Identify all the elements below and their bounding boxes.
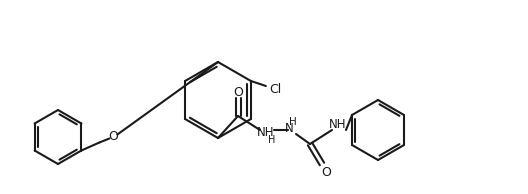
Text: NH: NH [329,119,347,132]
Text: N: N [285,122,294,135]
Text: H: H [289,117,297,127]
Text: Cl: Cl [269,83,281,96]
Text: O: O [108,130,118,143]
Text: O: O [233,86,243,99]
Text: H: H [268,135,276,145]
Text: NH: NH [257,126,275,139]
Text: O: O [321,165,331,178]
